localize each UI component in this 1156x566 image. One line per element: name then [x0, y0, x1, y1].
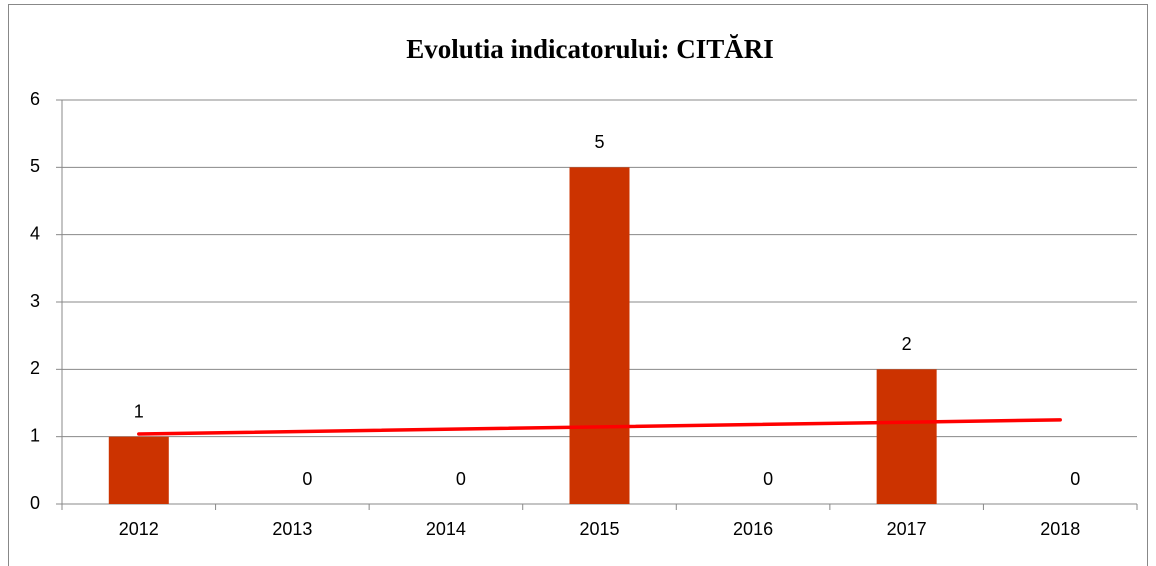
y-tick-label: 4 — [30, 223, 40, 243]
data-label: 1 — [134, 401, 144, 421]
y-tick-label: 3 — [30, 291, 40, 311]
y-tick-label: 5 — [30, 156, 40, 176]
bar — [876, 369, 937, 504]
data-label: 5 — [594, 132, 604, 152]
bar — [569, 167, 630, 505]
x-tick-label: 2013 — [272, 519, 312, 539]
data-label: 0 — [763, 469, 773, 489]
chart-title: Evolutia indicatorului: CITĂRI — [406, 34, 774, 64]
x-tick-label: 2014 — [426, 519, 466, 539]
y-tick-label: 0 — [30, 493, 40, 513]
y-tick-label: 2 — [30, 358, 40, 378]
x-tick-label: 2016 — [733, 519, 773, 539]
bar — [108, 436, 169, 504]
x-tick-label: 2017 — [887, 519, 927, 539]
data-label: 0 — [302, 469, 312, 489]
trendline — [137, 418, 1062, 436]
data-label: 2 — [902, 334, 912, 354]
data-label: 0 — [456, 469, 466, 489]
x-tick-label: 2015 — [579, 519, 619, 539]
x-tick-label: 2012 — [119, 519, 159, 539]
chart-frame — [8, 4, 1148, 566]
data-label: 0 — [1070, 469, 1080, 489]
x-tick-label: 2018 — [1040, 519, 1080, 539]
y-tick-label: 1 — [30, 425, 40, 445]
y-tick-label: 6 — [30, 89, 40, 109]
